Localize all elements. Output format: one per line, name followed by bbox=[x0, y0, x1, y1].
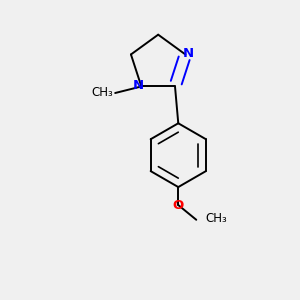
Text: O: O bbox=[173, 199, 184, 212]
Text: CH₃: CH₃ bbox=[205, 212, 227, 226]
Text: CH₃: CH₃ bbox=[92, 86, 113, 99]
Text: N: N bbox=[183, 47, 194, 60]
Text: N: N bbox=[133, 79, 144, 92]
